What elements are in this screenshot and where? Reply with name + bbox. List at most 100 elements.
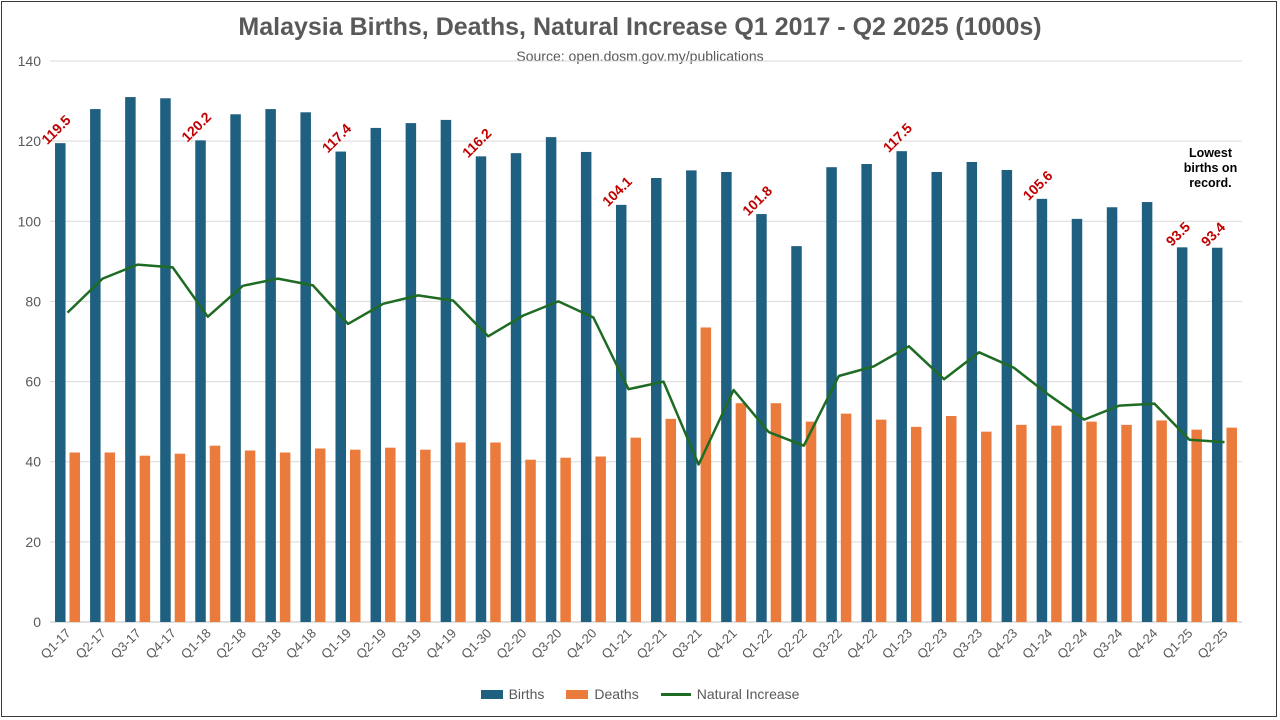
data-label: 116.2: [459, 125, 495, 161]
legend-swatch: [660, 692, 691, 696]
x-tick-label: Q1-18: [178, 626, 214, 662]
bar-deaths: [69, 452, 81, 622]
bar-deaths: [875, 419, 887, 622]
bar-deaths: [735, 403, 747, 622]
x-tick-label: Q1-22: [739, 626, 775, 662]
bar-births: [1141, 202, 1153, 622]
y-tick-label: 0: [33, 614, 41, 630]
bar-deaths: [385, 447, 396, 622]
bar-births: [160, 98, 171, 623]
annotation-text: record.: [1189, 176, 1231, 190]
bar-deaths: [1226, 427, 1237, 622]
x-tick-label: Q3-24: [1089, 626, 1125, 662]
legend-label: Births: [508, 686, 545, 702]
x-tick-label: Q2-21: [633, 626, 669, 662]
x-tick-label: Q2-18: [213, 626, 249, 662]
x-tick-label: Q1-24: [1019, 626, 1055, 662]
legend-label: Natural Increase: [696, 686, 800, 702]
bar-births: [475, 156, 487, 622]
y-tick-label: 80: [25, 293, 41, 309]
x-tick-label: Q3-20: [528, 626, 564, 662]
data-label: 104.1: [599, 173, 635, 209]
bar-deaths: [910, 426, 922, 622]
bar-births: [300, 112, 311, 622]
bar-deaths: [174, 453, 186, 622]
bar-births: [55, 143, 66, 622]
x-tick-label: Q3-18: [248, 626, 284, 662]
bar-deaths: [1086, 421, 1097, 622]
bar-births: [230, 114, 241, 623]
bar-births: [545, 137, 557, 622]
x-tick-label: Q3-21: [669, 626, 705, 662]
bar-births: [405, 123, 417, 622]
bar-deaths: [981, 431, 992, 622]
bar-births: [1036, 198, 1048, 623]
x-tick-label: Q1-19: [318, 626, 354, 662]
bar-births: [1211, 247, 1223, 623]
data-label: 105.6: [1020, 167, 1056, 203]
data-label: 117.5: [880, 120, 916, 156]
x-tick-label: Q4-18: [283, 626, 319, 662]
chart-subtitle: Source: open.dosm.gov.my/publications: [516, 48, 764, 64]
data-label: 120.2: [178, 109, 214, 145]
bar-deaths: [1191, 429, 1202, 622]
legend-item: Births: [480, 686, 545, 702]
x-tick-label: Q3-17: [108, 626, 144, 662]
legend-label: Deaths: [594, 686, 639, 702]
bar-births: [1071, 218, 1083, 623]
bar-births: [1001, 169, 1013, 622]
bar-births: [370, 127, 382, 623]
bar-births: [510, 153, 522, 622]
bar-deaths: [840, 413, 852, 622]
annotation-text: births on: [1184, 161, 1237, 175]
bar-births: [686, 170, 697, 622]
y-tick-label: 120: [18, 133, 42, 149]
bar-deaths: [209, 445, 221, 622]
x-tick-label: Q2-19: [353, 626, 389, 662]
bar-deaths: [490, 442, 501, 622]
bar-births: [896, 151, 907, 623]
bar-births: [615, 204, 627, 622]
bar-deaths: [1121, 424, 1132, 622]
bar-deaths: [700, 327, 712, 622]
y-tick-label: 20: [25, 534, 41, 550]
bar-births: [265, 109, 276, 623]
bar-deaths: [946, 416, 957, 622]
bar-births: [861, 163, 872, 622]
bar-deaths: [244, 450, 256, 622]
data-label: 117.4: [319, 120, 355, 156]
x-tick-label: Q4-24: [1124, 626, 1160, 662]
bar-deaths: [525, 459, 536, 622]
x-tick-label: Q2-20: [493, 626, 529, 662]
bar-deaths: [1016, 424, 1027, 622]
x-tick-label: Q2-23: [914, 626, 950, 662]
x-tick-label: Q3-23: [949, 626, 985, 662]
y-tick-label: 140: [18, 53, 42, 69]
y-tick-label: 40: [25, 454, 41, 470]
x-tick-label: Q4-20: [563, 626, 599, 662]
x-tick-label: Q4-22: [844, 626, 880, 662]
bar-deaths: [279, 452, 291, 622]
x-tick-label: Q4-19: [423, 626, 459, 662]
bar-deaths: [630, 437, 641, 622]
y-tick-label: 60: [25, 374, 41, 390]
bar-births: [440, 119, 452, 622]
x-tick-label: Q4-21: [704, 626, 740, 662]
bar-deaths: [104, 452, 116, 622]
line-natural-increase: [66, 263, 1225, 466]
bar-deaths: [1051, 425, 1062, 622]
x-tick-label: Q3-19: [388, 626, 424, 662]
bar-deaths: [420, 449, 431, 622]
data-label: 101.8: [739, 182, 775, 218]
x-tick-label: Q1-17: [37, 626, 73, 662]
bar-deaths: [805, 421, 817, 622]
bar-births: [125, 97, 136, 623]
annotation-text: Lowest: [1189, 146, 1233, 160]
x-tick-label: Q3-22: [809, 626, 845, 662]
x-tick-label: Q2-24: [1054, 626, 1090, 662]
bar-deaths: [665, 418, 677, 622]
x-tick-label: Q1-23: [879, 626, 915, 662]
x-tick-label: Q2-25: [1194, 626, 1230, 662]
x-tick-label: Q1-30: [458, 626, 494, 662]
